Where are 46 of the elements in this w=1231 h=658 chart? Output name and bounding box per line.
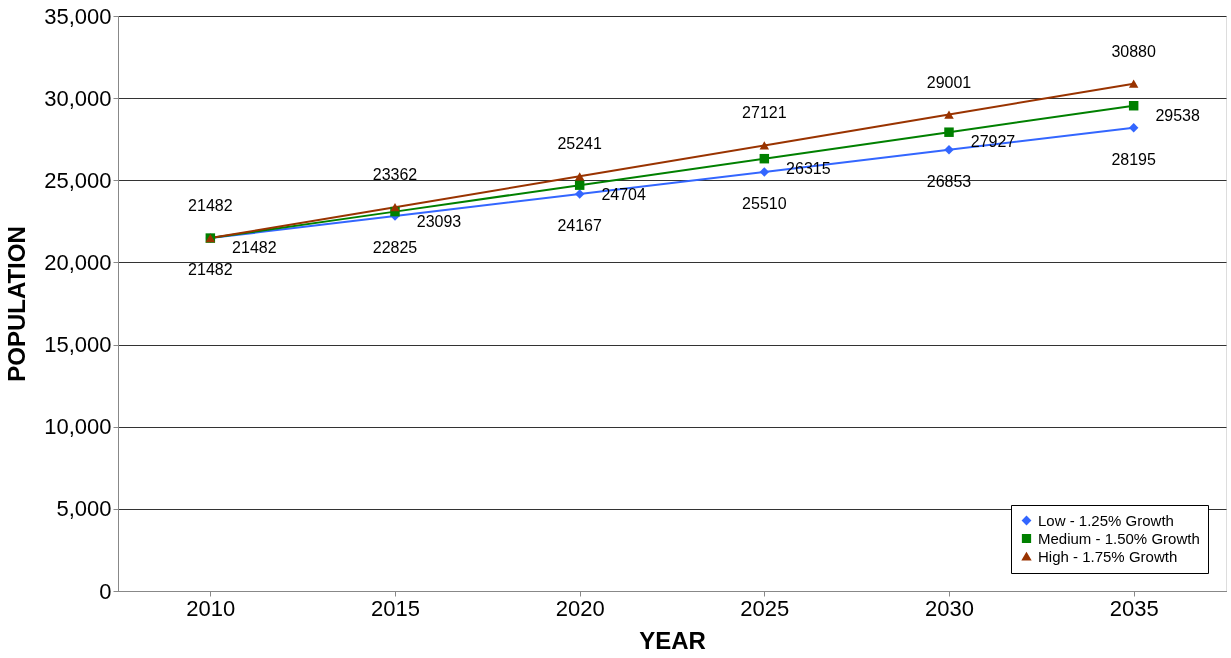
data-label: 27121 [742,104,787,122]
legend-label: Low - 1.25% Growth [1038,511,1174,529]
point [574,172,585,181]
data-label: 24167 [557,216,603,234]
legend-label: High - 1.75% Growth [1038,547,1178,565]
data-label: 23093 [416,212,462,230]
y-tick-label: 15,000 [44,332,112,358]
x-tick-label: 2020 [555,595,605,621]
data-label: 29001 [926,73,972,91]
data-label: 25241 [557,135,603,153]
y-tick-label: 10,000 [44,414,112,440]
data-label: 22825 [372,239,418,257]
data-label: 28195 [1111,150,1157,168]
data-label: 25510 [742,194,787,212]
y-tick-label: 20,000 [44,249,112,275]
data-label: 21482 [232,239,277,257]
point [759,153,770,164]
point [944,110,954,119]
x-axis-title: YEAR [639,626,706,654]
point [574,180,585,190]
y-tick-label: 35,000 [44,3,112,29]
data-label: 21482 [188,261,233,279]
legend-label: Medium - 1.50% Growth [1038,529,1200,547]
point [759,141,770,150]
y-tick-label: 5,000 [56,496,112,522]
point [1128,79,1139,88]
data-label: 23362 [372,166,418,184]
y-axis-title: POPULATION [3,226,31,382]
x-tick-label: 2035 [1109,595,1159,621]
point [574,189,585,199]
x-tick-label: 2015 [371,595,420,621]
y-tick-label: 30,000 [44,85,112,111]
y-tick-label: 25,000 [44,167,112,193]
point [1128,100,1139,111]
x-tick-label: 2010 [186,595,236,621]
data-label: 29538 [1155,106,1201,124]
point [759,167,770,177]
point [390,203,400,212]
point [944,127,954,137]
x-tick-label: 2030 [925,595,974,621]
point [1128,123,1139,133]
data-label: 24704 [601,186,647,204]
data-label: 30880 [1111,42,1157,60]
x-tick-label: 2025 [740,595,790,621]
y-tick-label: 0 [99,578,112,604]
data-label: 21482 [188,197,233,215]
